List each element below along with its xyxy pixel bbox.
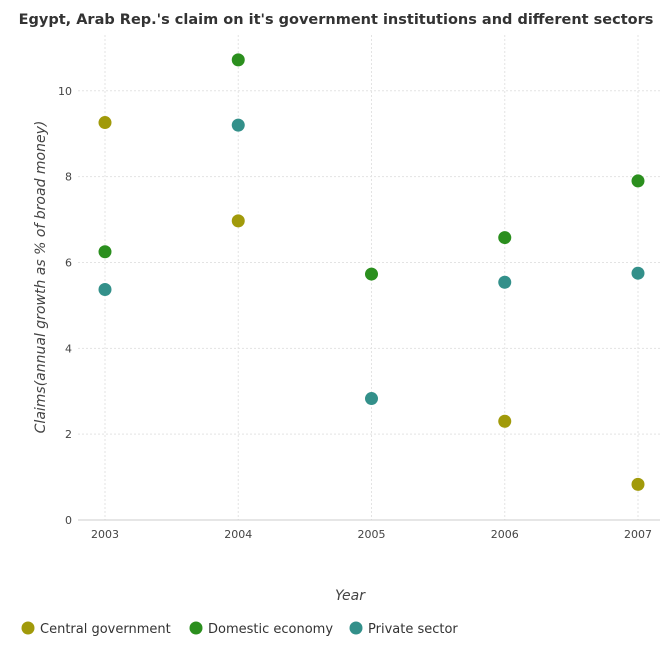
legend-label: Private sector — [368, 622, 458, 637]
data-point — [631, 477, 645, 491]
x-axis-label: Year — [335, 588, 366, 604]
y-tick-label: 10 — [58, 85, 72, 98]
data-points — [98, 53, 645, 491]
legend: Central government Domestic economy Privat… — [21, 621, 458, 637]
x-tick-label: 2007 — [624, 528, 652, 541]
data-point — [231, 118, 245, 132]
chart-title: Egypt, Arab Rep.'s claim on it's governm… — [19, 12, 654, 28]
x-tick-label: 2005 — [358, 528, 386, 541]
legend-marker — [21, 621, 35, 635]
legend-marker — [189, 621, 203, 635]
data-point — [98, 245, 112, 259]
data-point — [631, 174, 645, 188]
data-point — [365, 392, 378, 406]
data-point — [631, 266, 645, 280]
y-tick-label: 4 — [65, 342, 72, 355]
data-point — [98, 116, 112, 130]
data-point — [498, 414, 512, 428]
y-tick-label: 2 — [65, 428, 72, 441]
legend-label: Domestic economy — [208, 622, 333, 637]
data-point — [498, 231, 512, 245]
x-tick-label: 2003 — [91, 528, 119, 541]
y-tick-label: 6 — [65, 256, 72, 269]
data-point — [231, 214, 245, 228]
y-tick-labels: 0 2 4 6 8 10 — [58, 85, 72, 527]
x-tick-label: 2004 — [224, 528, 252, 541]
data-point — [98, 283, 112, 297]
y-tick-label: 8 — [65, 171, 72, 184]
data-point — [365, 267, 378, 281]
legend-label: Central government — [40, 622, 171, 637]
x-tick-labels: 2003 2004 2005 2006 2007 — [91, 528, 652, 541]
y-axis-label: Claims(annual growth as % of broad money… — [33, 121, 49, 434]
data-point — [498, 275, 512, 289]
legend-marker — [349, 621, 363, 635]
data-point — [231, 53, 245, 67]
grid-lines — [78, 35, 660, 521]
y-tick-label: 0 — [65, 514, 72, 527]
x-tick-label: 2006 — [491, 528, 519, 541]
